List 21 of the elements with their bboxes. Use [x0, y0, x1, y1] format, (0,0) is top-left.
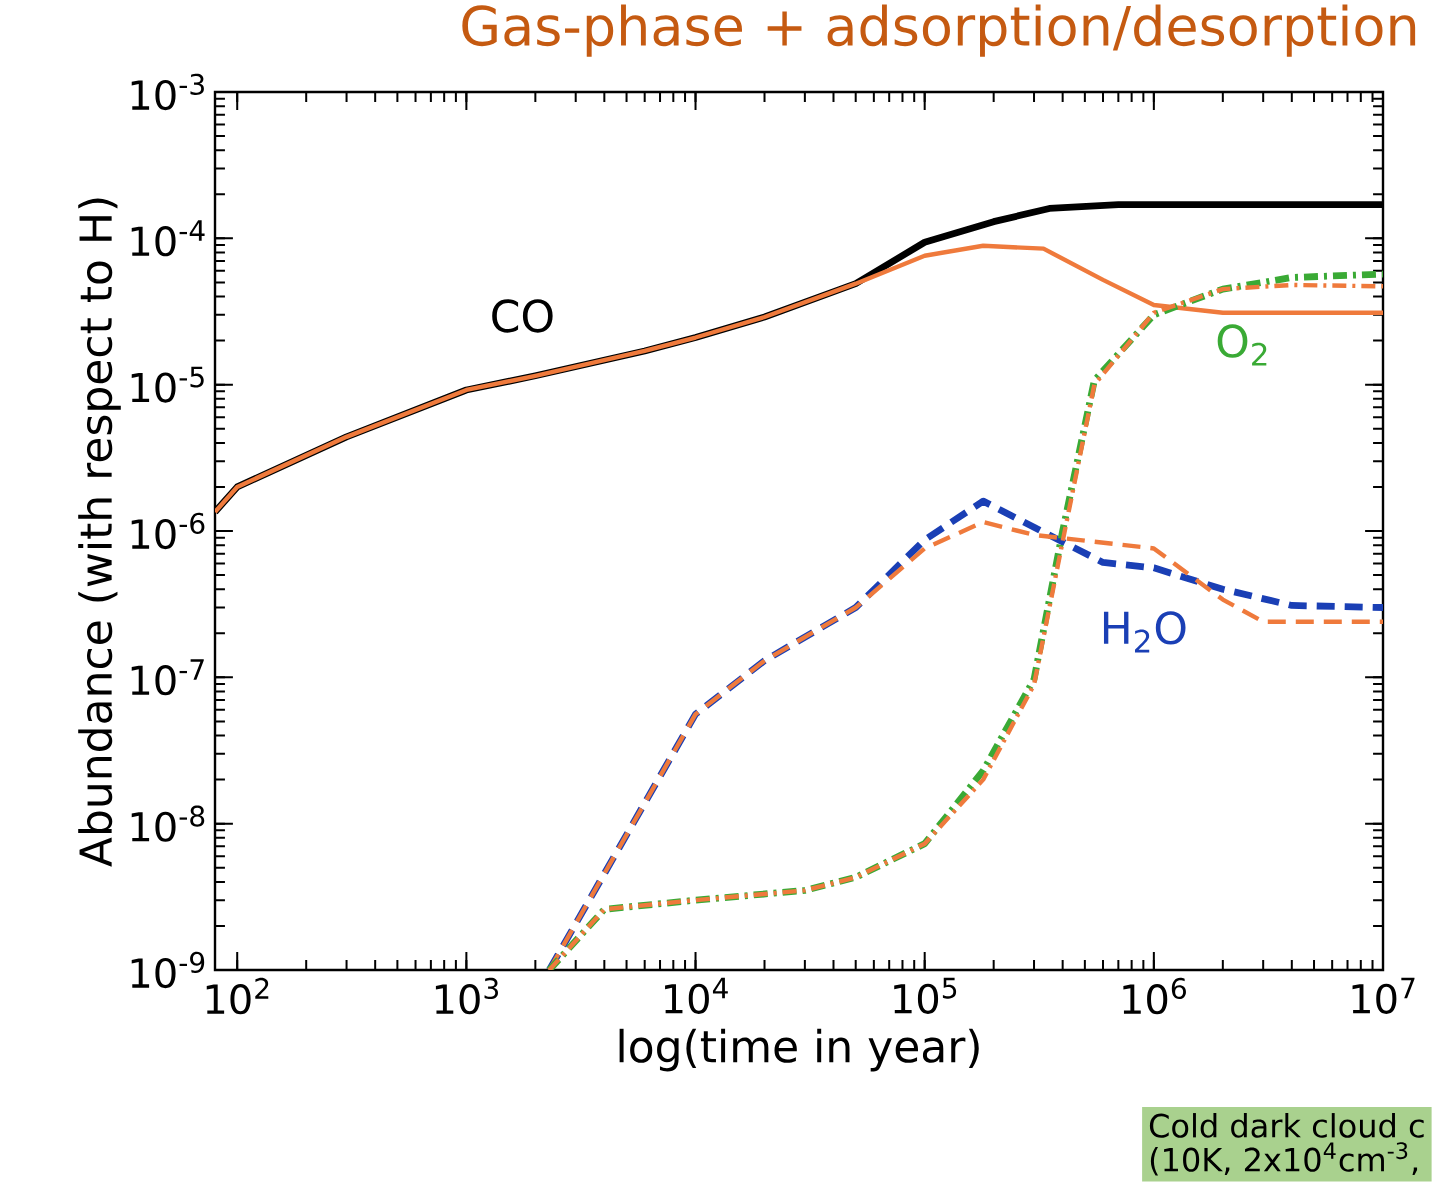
y-tick-label: 10$^{-8}$ — [131, 805, 205, 842]
series-label: O$_{2}$ — [1217, 324, 1267, 366]
y-tick-label: 10$^{-6}$ — [131, 512, 205, 550]
y-tick-label: 10$^{-3}$ — [131, 73, 204, 111]
x-tick-label: 10$^{2}$ — [206, 977, 269, 1015]
y-tick-label: 10$^{-5}$ — [131, 366, 204, 403]
y-tick-label: 10$^{-7}$ — [131, 659, 204, 696]
text: Cold dark cloud c — [1149, 1113, 1424, 1138]
text: (10K, 2x10$^{4}$cm$^{-3}$, — [1150, 1142, 1418, 1176]
y-tick-label: 10$^{-4}$ — [131, 220, 205, 257]
series-label: H$_{2}$O — [1103, 611, 1186, 653]
series-label: CO — [492, 299, 553, 333]
y-axis-title: Abundance (with respect to H) — [78, 198, 121, 867]
x-tick-label: 10$^{7}$ — [1352, 977, 1415, 1014]
x-tick-label: 10$^{5}$ — [894, 977, 957, 1014]
y-tick-label: 10$^{-9}$ — [131, 951, 205, 989]
x-tick-label: 10$^{4}$ — [665, 977, 728, 1014]
x-axis-title: log(time in year) — [619, 1028, 979, 1072]
x-tick-label: 10$^{3}$ — [435, 977, 498, 1015]
x-tick-label: 10$^{6}$ — [1123, 977, 1186, 1015]
chart-title: Gas-phase + adsorption/desorption — [462, 4, 1416, 57]
